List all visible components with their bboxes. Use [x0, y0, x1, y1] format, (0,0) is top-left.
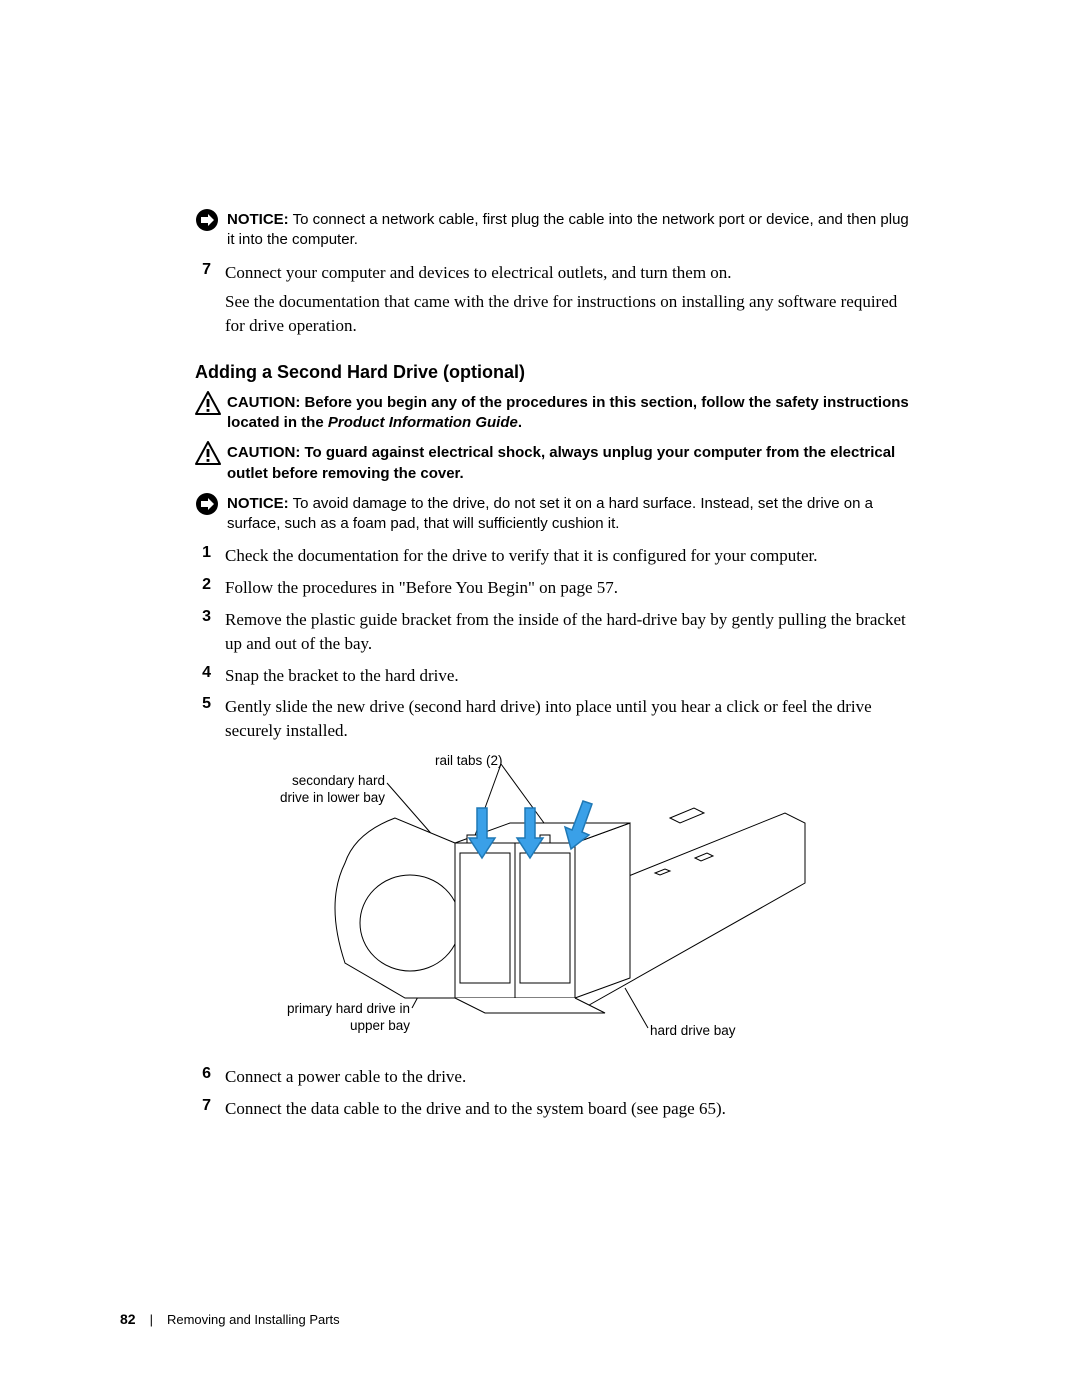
page-number: 82 [120, 1311, 136, 1327]
step-body: Connect the data cable to the drive and … [225, 1097, 920, 1121]
notice-block-2: NOTICE: To avoid damage to the drive, do… [195, 494, 920, 535]
step-number: 3 [195, 608, 225, 656]
step-number: 6 [195, 1065, 225, 1089]
section-heading: Adding a Second Hard Drive (optional) [195, 362, 920, 383]
step-body: Remove the plastic guide bracket from th… [225, 608, 920, 656]
step-number: 2 [195, 576, 225, 600]
caution-2-text: CAUTION: To guard against electrical sho… [227, 443, 920, 484]
page-content: NOTICE: To connect a network cable, firs… [195, 210, 920, 1129]
caution-triangle-icon [195, 441, 221, 465]
list-item: 4 Snap the bracket to the hard drive. [195, 664, 920, 688]
list-item: 7 Connect the data cable to the drive an… [195, 1097, 920, 1121]
diagram-label-rail-tabs: rail tabs (2) [435, 753, 503, 770]
notice-2-text: NOTICE: To avoid damage to the drive, do… [227, 494, 920, 535]
caution-2-body: To guard against electrical shock, alway… [227, 444, 895, 481]
step-number: 7 [195, 261, 225, 338]
step-number: 1 [195, 544, 225, 568]
step-line: See the documentation that came with the… [225, 290, 920, 338]
step-number: 5 [195, 695, 225, 743]
hard-drive-diagram: rail tabs (2) secondary hard drive in lo… [225, 753, 815, 1053]
footer-section: Removing and Installing Parts [167, 1312, 340, 1327]
step-body: Connect your computer and devices to ele… [225, 261, 920, 338]
step-number: 4 [195, 664, 225, 688]
list-item: 6 Connect a power cable to the drive. [195, 1065, 920, 1089]
notice-2-body: To avoid damage to the drive, do not set… [227, 495, 873, 532]
caution-1-b: . [518, 414, 522, 431]
caution-1-label: CAUTION: [227, 394, 300, 411]
diagram-label-secondary: secondary hard drive in lower bay [275, 773, 385, 807]
diagram-label-bay: hard drive bay [650, 1023, 736, 1040]
list-item: 7 Connect your computer and devices to e… [195, 261, 920, 338]
step-body: Gently slide the new drive (second hard … [225, 695, 920, 743]
notice-arrow-icon [195, 492, 219, 516]
caution-block-1: CAUTION: Before you begin any of the pro… [195, 393, 920, 434]
step-body: Check the documentation for the drive to… [225, 544, 920, 568]
caution-triangle-icon [195, 391, 221, 415]
caution-1-italic: Product Information Guide [328, 414, 518, 431]
list-item: 5 Gently slide the new drive (second har… [195, 695, 920, 743]
notice-arrow-icon [195, 208, 219, 232]
list-item: 3 Remove the plastic guide bracket from … [195, 608, 920, 656]
caution-block-2: CAUTION: To guard against electrical sho… [195, 443, 920, 484]
caution-2-label: CAUTION: [227, 444, 300, 461]
notice-1-text: NOTICE: To connect a network cable, firs… [227, 210, 920, 251]
notice-block-1: NOTICE: To connect a network cable, firs… [195, 210, 920, 251]
step-body: Follow the procedures in "Before You Beg… [225, 576, 920, 600]
list-item: 2 Follow the procedures in "Before You B… [195, 576, 920, 600]
step-number: 7 [195, 1097, 225, 1121]
diagram-label-primary: primary hard drive in upper bay [280, 1001, 410, 1035]
notice-1-body: To connect a network cable, first plug t… [227, 211, 909, 248]
page-footer: 82 | Removing and Installing Parts [120, 1311, 340, 1327]
step-line: Connect your computer and devices to ele… [225, 261, 920, 285]
caution-1-text: CAUTION: Before you begin any of the pro… [227, 393, 920, 434]
step-body: Connect a power cable to the drive. [225, 1065, 920, 1089]
notice-1-label: NOTICE: [227, 211, 289, 228]
list-item: 1 Check the documentation for the drive … [195, 544, 920, 568]
step-body: Snap the bracket to the hard drive. [225, 664, 920, 688]
footer-separator: | [150, 1312, 153, 1327]
notice-2-label: NOTICE: [227, 495, 289, 512]
